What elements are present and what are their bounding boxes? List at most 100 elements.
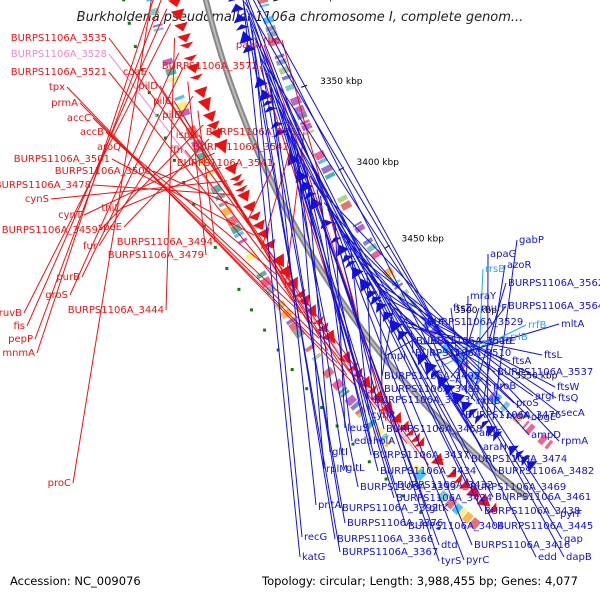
left-gene-label-leader — [123, 138, 210, 228]
right-gene-label-leader — [247, 0, 465, 561]
left-gene-label: fis — [13, 321, 25, 332]
right-gene-label: mpl — [387, 351, 406, 362]
right-gene-label-leader — [319, 195, 353, 442]
cog-block-inner — [544, 439, 554, 450]
cog-block-outer — [436, 489, 450, 503]
left-gene-label-leader — [184, 149, 270, 263]
feature-dot — [192, 202, 196, 206]
cog-block-outer — [174, 94, 185, 102]
forward-strand-gene — [414, 436, 425, 447]
right-gene-label-leader — [323, 202, 530, 436]
right-gene-label: gap — [564, 534, 583, 545]
cog-block-inner — [336, 194, 349, 204]
left-gene-label: ispB — [176, 130, 197, 141]
forward-strand-gene — [322, 329, 336, 344]
cog-block-inner — [324, 171, 336, 180]
left-gene-label: accB — [80, 127, 104, 138]
forward-strand-gene — [224, 162, 238, 175]
right-gene-label: ftsQ — [558, 393, 578, 404]
cog-block-outer — [311, 352, 322, 362]
feature-dot — [237, 287, 241, 291]
right-gene-label-leader — [278, 107, 469, 488]
cog-block-inner — [370, 249, 383, 260]
cog-block-inner — [366, 242, 378, 253]
right-gene-label: BURPS1106A_3416 — [474, 540, 570, 551]
cog-block-inner — [391, 278, 401, 287]
left-gene-label: pilD — [138, 81, 158, 92]
right-gene-label-leader — [245, 0, 440, 562]
cog-block-outer — [220, 205, 234, 217]
right-gene-label: ftsA — [512, 356, 531, 367]
left-gene-label: BURPS1106A_3542 — [193, 142, 289, 153]
cog-block-inner — [340, 200, 353, 211]
right-gene-label: proS — [516, 398, 539, 409]
right-gene-label-leader — [244, 1, 563, 540]
right-gene-label: ampD — [531, 430, 561, 441]
cog-block-inner — [301, 122, 313, 132]
reverse-strand-gene — [526, 461, 538, 472]
left-gene-label: cynS — [25, 194, 49, 205]
right-gene-label: BURPS1106A_3367 — [342, 547, 438, 558]
topology-text: Topology: circular; Length: 3,988,455 bp… — [262, 574, 578, 588]
right-gene-label-leader — [435, 323, 560, 362]
reverse-strand-gene — [228, 0, 236, 2]
right-gene-label: gltK — [429, 503, 449, 514]
forward-strand-gene — [229, 173, 243, 181]
left-gene-label-leader — [122, 146, 278, 276]
cog-block-outer — [322, 366, 335, 379]
right-gene-label: argI — [535, 391, 554, 402]
cog-block-outer — [152, 23, 163, 28]
reverse-strand-gene — [270, 121, 284, 129]
right-gene-label: ftsW — [557, 382, 579, 393]
right-gene-label: araH — [483, 442, 507, 453]
right-gene-label: BURPS1106A_3393 — [360, 482, 456, 493]
right-gene-label: BURPS1106A_3482 — [498, 466, 594, 477]
right-gene-label-leader — [492, 239, 518, 420]
reverse-strand-gene — [468, 408, 479, 419]
right-gene-label-leader — [281, 114, 396, 486]
cog-block-outer — [461, 511, 474, 524]
left-gene-label: coaE — [123, 67, 147, 78]
left-gene-label-leader — [187, 81, 207, 256]
cog-block-outer — [210, 183, 223, 195]
forward-strand-gene — [404, 426, 415, 437]
cog-block-outer — [285, 316, 297, 326]
feature-dot — [320, 406, 324, 410]
right-gene-label: BURPS1106A_3366 — [337, 534, 433, 545]
feature-dot — [437, 526, 441, 530]
right-gene-label: rrlB — [510, 332, 528, 343]
forward-strand-gene — [446, 467, 457, 478]
right-gene-label: BURPS1106A_3473 — [374, 395, 470, 406]
cog-block-inner — [511, 412, 525, 425]
feature-dot — [384, 477, 388, 481]
left-gene-label-leader — [66, 86, 357, 387]
cog-block-outer — [245, 251, 257, 262]
right-gene-label-leader — [346, 240, 464, 416]
right-gene-label-leader — [265, 72, 428, 509]
left-gene-label: cynT — [58, 210, 83, 221]
cog-block-inner — [320, 164, 333, 175]
forward-strand-gene — [453, 473, 463, 484]
forward-strand-gene — [206, 120, 220, 130]
forward-strand-gene — [487, 502, 497, 514]
reverse-strand-gene — [345, 260, 357, 269]
cog-block-outer — [162, 57, 174, 67]
right-gene-label: rplM — [326, 464, 348, 475]
right-gene-label: ftsL — [544, 350, 562, 361]
right-gene-label: BURPS1106A_3529 — [427, 317, 523, 328]
cog-block-inner — [362, 237, 374, 246]
left-gene-label: thiL — [101, 203, 120, 214]
forward-strand-gene — [237, 189, 250, 202]
left-gene-label: BURPS1106A_3494 — [117, 237, 213, 248]
right-gene-label: BURPS1106A_3404 — [408, 521, 504, 532]
reverse-strand-gene — [424, 361, 438, 375]
left-gene-label-leader — [81, 67, 184, 278]
left-gene-label: BURPS1106A_3478 — [0, 180, 91, 191]
left-gene-label-leader — [152, 170, 241, 209]
feature-dot — [163, 136, 167, 140]
cog-block-outer — [165, 66, 177, 77]
feature-dot — [225, 267, 229, 271]
cog-block-outer — [178, 108, 191, 118]
right-gene-label: katG — [302, 552, 325, 563]
